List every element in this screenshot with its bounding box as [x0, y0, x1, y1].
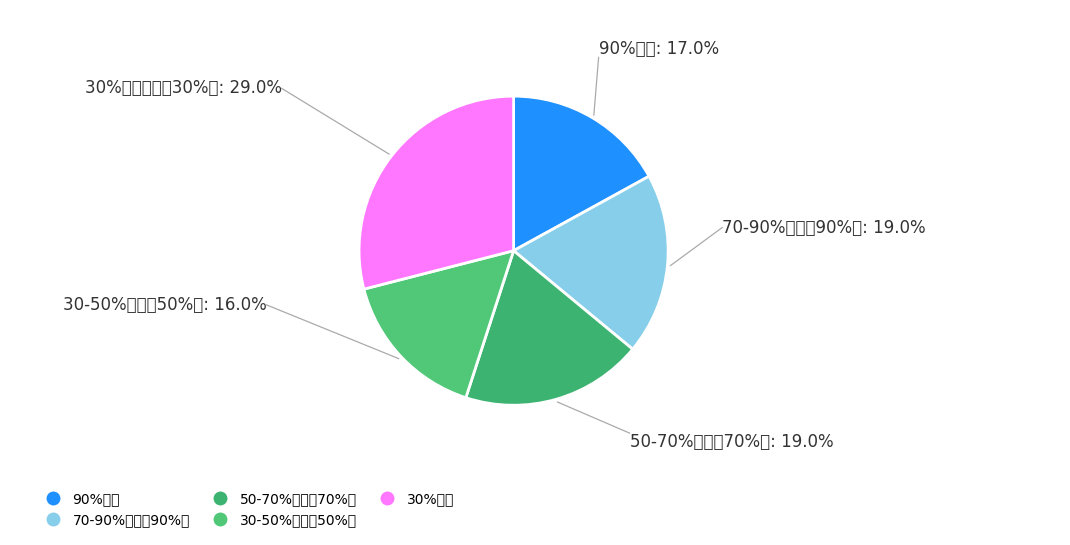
Wedge shape — [465, 251, 632, 405]
Text: 50-70%（不吩70%）: 19.0%: 50-70%（不吩70%）: 19.0% — [629, 433, 834, 451]
Wedge shape — [514, 176, 668, 349]
Text: 30%以下（不吩30%）: 29.0%: 30%以下（不吩30%）: 29.0% — [85, 80, 281, 98]
Wedge shape — [514, 96, 649, 251]
Text: 90%以上: 17.0%: 90%以上: 17.0% — [598, 39, 719, 58]
Text: 30-50%（不吩50%）: 16.0%: 30-50%（不吩50%）: 16.0% — [62, 296, 266, 314]
Wedge shape — [360, 96, 514, 289]
Legend: 90%以上, 70-90%（不吩90%）, 50-70%（不吩70%）, 30-50%（不吩50%）, 30%以下: 90%以上, 70-90%（不吩90%）, 50-70%（不吩70%）, 30-… — [39, 492, 455, 527]
Text: 70-90%（不吩90%）: 19.0%: 70-90%（不吩90%）: 19.0% — [722, 219, 926, 237]
Wedge shape — [364, 251, 514, 398]
